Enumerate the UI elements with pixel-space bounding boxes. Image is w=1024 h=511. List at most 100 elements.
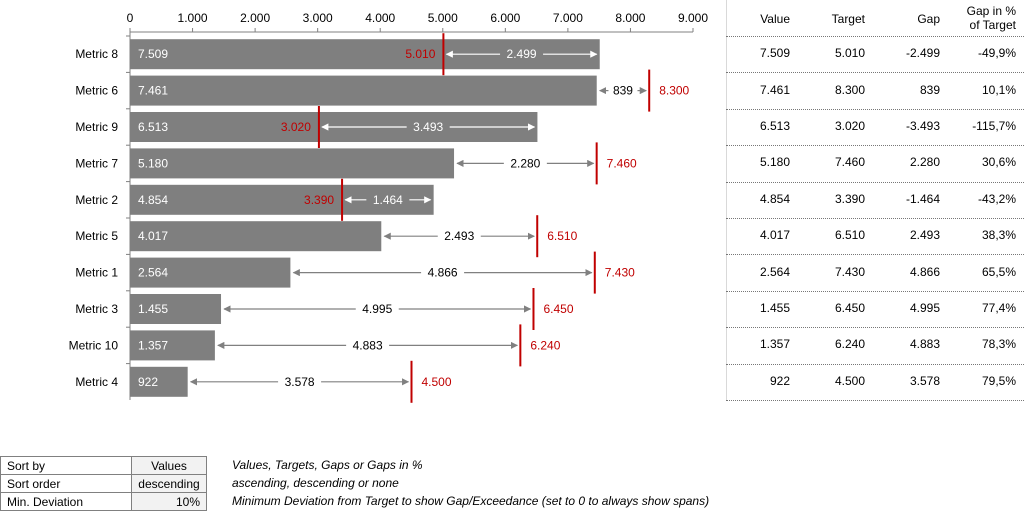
cell-value: 7.461 <box>759 82 790 97</box>
cell-value: 7.509 <box>759 46 790 61</box>
sort-order-cell[interactable]: descending <box>131 474 207 493</box>
setting-label: Sort by <box>0 456 132 475</box>
header-gap-pct-line2: of Target <box>969 18 1016 32</box>
settings-table: Sort by Values Sort order descending Min… <box>0 456 207 511</box>
category-label: Metric 10 <box>69 338 119 352</box>
x-tick-label: 7.000 <box>553 11 583 25</box>
bar <box>130 294 222 324</box>
gap-label: 2.499 <box>507 47 537 61</box>
target-label: 6.450 <box>543 302 573 316</box>
cell-gap-pct: -43,2% <box>977 191 1016 206</box>
x-tick-label: 8.000 <box>615 11 645 25</box>
bar <box>130 39 600 70</box>
note-sort-by: Values, Targets, Gaps or Gaps in % <box>232 458 423 472</box>
target-label: 3.020 <box>281 120 311 134</box>
gap-label: 2.280 <box>510 156 540 170</box>
target-label: 7.430 <box>605 266 635 280</box>
row-separator <box>726 108 1024 110</box>
cell-target: 5.010 <box>834 46 865 61</box>
bar <box>130 330 215 361</box>
bar <box>130 148 455 179</box>
settings-notes: Values, Targets, Gaps or Gaps in % ascen… <box>232 456 709 510</box>
category-label: Metric 2 <box>75 193 118 207</box>
cell-gap-pct: 10,1% <box>981 82 1016 97</box>
bar-value-label: 6.513 <box>138 120 168 134</box>
gap-label: 3.578 <box>285 375 315 389</box>
cell-value: 922 <box>769 373 790 388</box>
row-separator <box>726 327 1024 329</box>
cell-value: 1.357 <box>759 337 790 352</box>
target-label: 5.010 <box>405 47 435 61</box>
cell-gap-pct: 77,4% <box>981 301 1016 315</box>
target-label: 6.510 <box>547 229 577 243</box>
bar-value-label: 922 <box>138 375 158 389</box>
category-label: Metric 1 <box>75 266 118 280</box>
min-deviation-cell[interactable]: 10% <box>131 492 207 511</box>
cell-target: 6.240 <box>834 337 865 352</box>
gap-label: 3.493 <box>413 120 443 134</box>
settings-row: Sort order descending <box>0 474 207 493</box>
setting-label: Sort order <box>0 474 132 493</box>
x-tick-label: 0 <box>127 11 134 25</box>
cell-gap-pct: -115,7% <box>972 119 1016 133</box>
x-tick-label: 3.000 <box>303 11 333 25</box>
row-separator <box>726 254 1024 256</box>
cell-value: 6.513 <box>759 119 790 133</box>
x-tick-label: 9.000 <box>678 11 708 25</box>
settings-row: Min. Deviation 10% <box>0 492 207 511</box>
cell-target: 3.390 <box>834 191 865 206</box>
cell-target: 7.430 <box>834 264 865 279</box>
cell-gap: 4.866 <box>909 264 940 279</box>
gap-label: 1.464 <box>373 193 403 207</box>
x-tick-label: 2.000 <box>240 11 270 25</box>
x-tick-label: 4.000 <box>365 11 395 25</box>
row-separator <box>726 400 1024 401</box>
cell-gap: 3.578 <box>909 373 940 388</box>
header-gap: Gap <box>917 12 940 26</box>
cell-gap: 2.493 <box>909 228 940 243</box>
cell-gap: 2.280 <box>909 155 940 170</box>
row-separator <box>726 290 1024 292</box>
cell-gap: 839 <box>919 82 940 97</box>
note-sort-order: ascending, descending or none <box>232 476 399 490</box>
sort-by-cell[interactable]: Values <box>131 456 207 475</box>
cell-value: 4.017 <box>759 228 790 243</box>
bar <box>130 366 188 397</box>
bar <box>130 221 382 252</box>
cell-gap: -2.499 <box>905 46 940 61</box>
category-label: Metric 7 <box>75 156 118 170</box>
gap-label: 4.995 <box>362 302 392 316</box>
bar-value-label: 4.854 <box>138 193 168 207</box>
row-separator <box>726 218 1024 219</box>
bar-value-label: 1.357 <box>138 338 168 352</box>
cell-gap: -3.493 <box>905 119 940 133</box>
target-label: 8.300 <box>659 84 689 98</box>
cell-gap-pct: 79,5% <box>981 373 1016 388</box>
category-label: Metric 9 <box>75 120 118 134</box>
bar-value-label: 7.509 <box>138 47 168 61</box>
row-separator <box>726 145 1024 147</box>
target-label: 6.240 <box>530 338 560 352</box>
cell-target: 3.020 <box>834 119 865 133</box>
cell-gap-pct: 30,6% <box>981 155 1016 170</box>
setting-label: Min. Deviation <box>0 492 132 511</box>
bar <box>130 184 434 215</box>
header-gap-pct-line1: Gap in % <box>966 4 1016 18</box>
cell-gap: -1.464 <box>905 191 940 206</box>
cell-value: 4.854 <box>759 191 790 206</box>
cell-gap-pct: -49,9% <box>977 46 1016 61</box>
x-tick-label: 1.000 <box>178 11 208 25</box>
category-label: Metric 6 <box>75 84 118 98</box>
target-label: 7.460 <box>607 156 637 170</box>
row-separator <box>726 36 1024 37</box>
gap-label: 4.866 <box>428 266 458 280</box>
bar-value-label: 2.564 <box>138 266 168 280</box>
cell-value: 2.564 <box>759 264 790 279</box>
header-gap-pct: Gap in % of Target <box>954 4 1016 32</box>
category-label: Metric 5 <box>75 229 118 243</box>
cell-gap: 4.995 <box>909 301 940 315</box>
bar-value-label: 5.180 <box>138 156 168 170</box>
header-target: Target <box>831 12 865 26</box>
category-label: Metric 3 <box>75 302 118 316</box>
x-tick-label: 6.000 <box>490 11 520 25</box>
